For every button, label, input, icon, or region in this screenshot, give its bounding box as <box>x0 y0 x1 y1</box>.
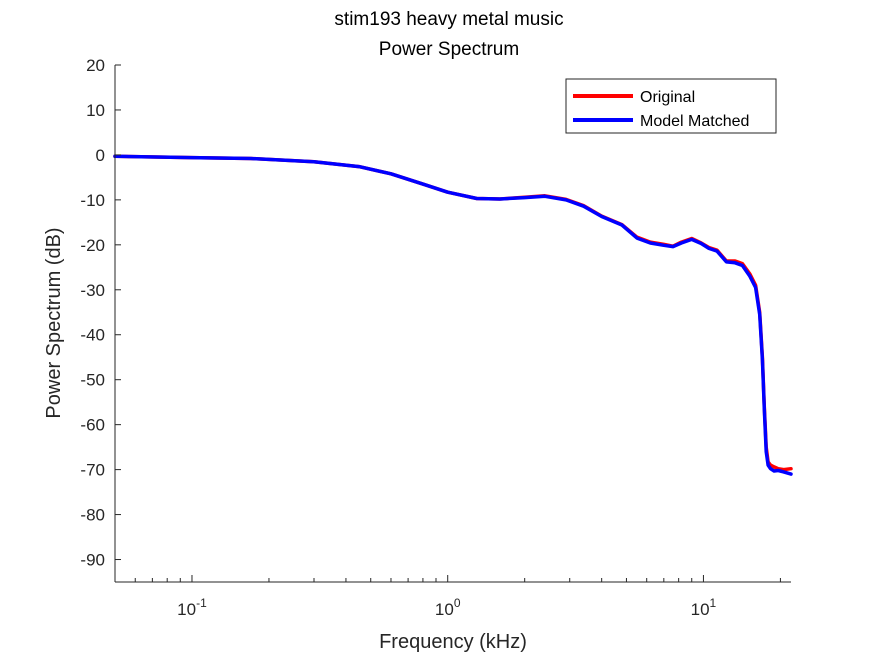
y-axis-label: Power Spectrum (dB) <box>43 227 65 418</box>
y-tick-label: -70 <box>80 461 105 480</box>
chart-subtitle: Power Spectrum <box>379 39 519 60</box>
x-axis-label: Frequency (kHz) <box>379 631 527 653</box>
legend-label-model-matched: Model Matched <box>640 113 749 130</box>
y-tick-label: 10 <box>86 101 105 120</box>
x-tick-label: 101 <box>691 596 717 619</box>
y-tick-label: -30 <box>80 281 105 300</box>
legend: Original Model Matched <box>565 78 777 134</box>
y-tick-label: -20 <box>80 236 105 255</box>
legend-label-original: Original <box>640 89 695 106</box>
x-tick-label: 10-1 <box>177 596 207 619</box>
y-tick-label: 0 <box>96 146 105 165</box>
y-tick-label: -90 <box>80 551 105 570</box>
y-tick-label: -80 <box>80 506 105 525</box>
y-tick-label: -60 <box>80 416 105 435</box>
y-tick-label: -10 <box>80 191 105 210</box>
chart-title: stim193 heavy metal music <box>334 9 563 30</box>
series-line-model-matched <box>113 154 793 476</box>
x-tick-label: 100 <box>435 596 461 619</box>
plot-area <box>113 154 793 476</box>
y-tick-label: -50 <box>80 371 105 390</box>
y-tick-label: -40 <box>80 326 105 345</box>
y-tick-label: 20 <box>86 56 105 75</box>
legend-box <box>565 78 777 134</box>
